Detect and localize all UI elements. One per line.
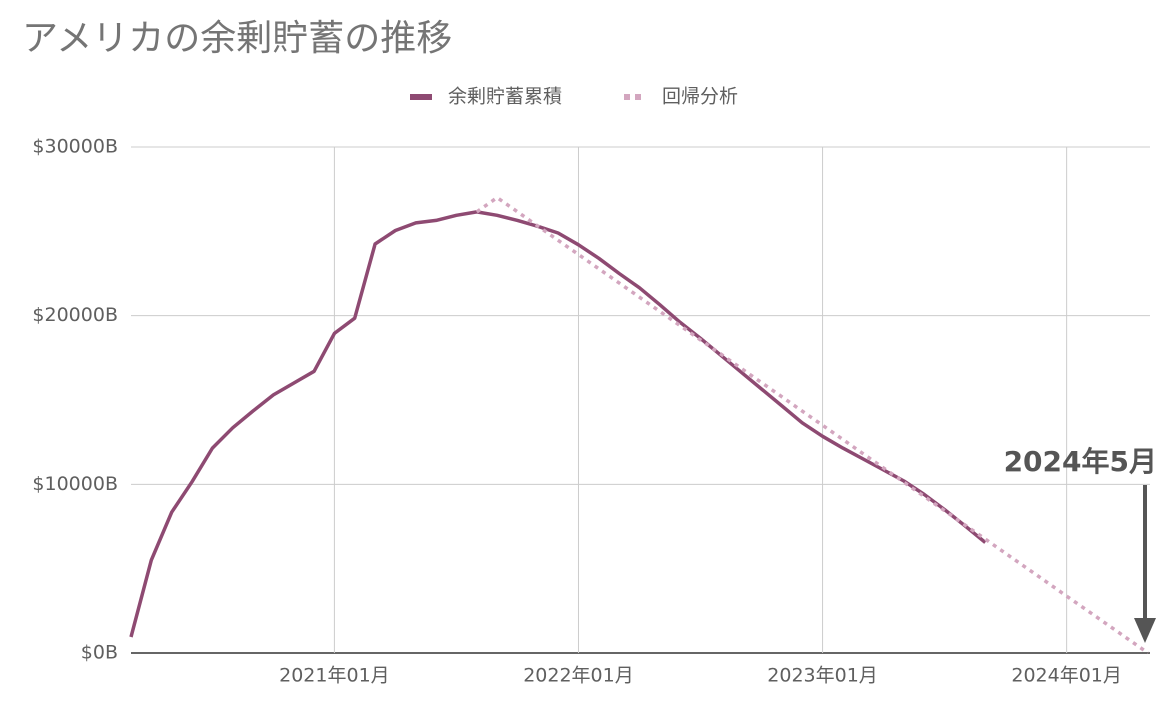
y-tick-label: $0B (81, 642, 118, 664)
x-tick-label: 2021年01月 (279, 665, 390, 687)
x-tick-label: 2023年01月 (767, 665, 878, 687)
chart-title: アメリカの余剰貯蓄の推移 (22, 18, 452, 59)
y-tick-label: $10000B (32, 473, 118, 495)
x-tick-label: 2022年01月 (523, 665, 634, 687)
annotation-text: 2024年5月 (1004, 445, 1157, 478)
line-series (475, 195, 1150, 655)
legend-label: 回帰分析 (662, 86, 738, 108)
x-tick-label: 2024年01月 (1011, 665, 1122, 687)
legend-label: 余剰貯蓄累積 (448, 86, 562, 108)
y-tick-label: $20000B (32, 304, 118, 326)
y-tick-label: $30000B (32, 136, 118, 158)
annotation-arrowhead (1134, 618, 1156, 643)
line-series (129, 210, 987, 638)
